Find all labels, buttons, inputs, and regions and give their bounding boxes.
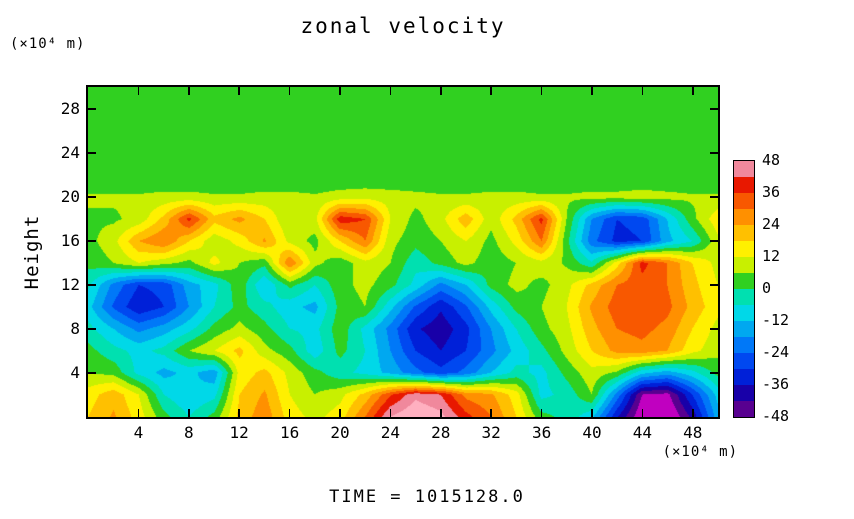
x-tick-label: 36	[531, 423, 552, 442]
chart-title: zonal velocity	[300, 14, 506, 38]
colorbar-swatch	[734, 305, 754, 321]
x-tick-label: 40	[582, 423, 602, 442]
x-tick-mark-top	[188, 87, 190, 95]
y-tick-mark	[88, 152, 96, 154]
x-tick-mark-top	[389, 87, 392, 95]
y-tick-mark-right	[710, 284, 718, 286]
x-tick-mark	[490, 409, 492, 417]
y-tick-mark-right	[710, 196, 718, 198]
x-tick-mark	[238, 409, 240, 417]
colorbar-swatch	[734, 209, 754, 225]
colorbar-swatch	[734, 401, 754, 417]
y-tick-mark	[88, 196, 96, 198]
x-tick-label: 48	[683, 423, 703, 442]
colorbar-tick-label: -36	[762, 375, 790, 393]
x-tick-mark-top	[440, 87, 442, 95]
colorbar-swatch	[734, 257, 754, 273]
x-tick-mark-top	[591, 87, 593, 95]
colorbar-swatch	[734, 193, 754, 209]
x-tick-label: 16	[279, 423, 300, 442]
x-tick-mark	[440, 409, 442, 417]
colorbar-swatch	[734, 273, 754, 289]
x-tick-mark-top	[238, 87, 240, 95]
y-tick-mark-right	[710, 372, 718, 374]
x-tick-label: 12	[229, 423, 249, 442]
colorbar-tick-label: 24	[762, 215, 781, 233]
time-label: TIME = 1015128.0	[329, 487, 525, 507]
x-tick-label: 4	[133, 423, 144, 442]
y-tick-mark	[88, 372, 96, 374]
x-tick-mark	[188, 409, 190, 417]
y-tick-mark	[88, 284, 96, 286]
colorbar-tick-label: 0	[762, 279, 772, 297]
y-tick-label: 28	[60, 99, 80, 118]
x-tick-mark	[339, 409, 341, 417]
y-tick-mark	[88, 108, 96, 110]
y-tick-label: 24	[60, 143, 80, 162]
x-tick-label: 44	[632, 423, 653, 442]
colorbar	[733, 160, 755, 418]
colorbar-tick-label: 48	[762, 151, 781, 169]
colorbar-swatch	[734, 225, 754, 241]
x-tick-label: 32	[481, 423, 501, 442]
colorbar-tick-label: -48	[762, 407, 790, 425]
x-tick-mark	[288, 409, 291, 417]
x-tick-label: 28	[431, 423, 451, 442]
x-tick-label: 24	[380, 423, 401, 442]
colorbar-tick-label: 12	[762, 247, 781, 265]
colorbar-tick-label: 36	[762, 183, 781, 201]
x-tick-label: 20	[330, 423, 350, 442]
y-tick-mark-right	[710, 328, 718, 330]
colorbar-swatch	[734, 177, 754, 193]
y-tick-mark	[88, 240, 96, 242]
x-tick-mark-top	[288, 87, 291, 95]
x-tick-mark	[692, 409, 694, 417]
y-tick-mark-right	[710, 152, 718, 154]
x-tick-mark-top	[540, 87, 543, 95]
x-tick-mark-top	[339, 87, 341, 95]
colorbar-swatch	[734, 241, 754, 257]
x-tick-mark-top	[137, 87, 140, 95]
y-tick-label: 16	[60, 231, 80, 250]
x-tick-mark-top	[641, 87, 644, 95]
y-tick-label: 8	[70, 319, 80, 338]
y-tick-label: 4	[70, 363, 80, 382]
y-tick-mark	[88, 328, 96, 330]
x-tick-mark-top	[490, 87, 492, 95]
y-tick-label: 12	[60, 275, 80, 294]
colorbar-swatch	[734, 353, 754, 369]
y-tick-mark-right	[710, 240, 718, 242]
colorbar-swatch	[734, 289, 754, 305]
x-tick-mark	[389, 409, 392, 417]
colorbar-swatch	[734, 337, 754, 353]
colorbar-tick-label: -12	[762, 311, 790, 329]
plot-frame	[86, 85, 720, 419]
x-tick-mark-top	[692, 87, 694, 95]
x-tick-mark	[540, 409, 543, 417]
x-tick-mark	[137, 409, 140, 417]
y-tick-label: 20	[60, 187, 80, 206]
x-axis-unit-label: (×10⁴ m)	[662, 444, 738, 460]
colorbar-tick-label: -24	[762, 343, 790, 361]
y-tick-mark-right	[710, 108, 718, 110]
y-axis-unit-label: (×10⁴ m)	[10, 36, 86, 52]
colorbar-swatch	[734, 321, 754, 337]
colorbar-swatch	[734, 161, 754, 177]
x-tick-mark	[641, 409, 644, 417]
colorbar-swatch	[734, 369, 754, 385]
heatmap-canvas	[88, 87, 718, 417]
x-tick-label: 8	[183, 423, 194, 442]
x-tick-mark	[591, 409, 593, 417]
colorbar-swatch	[734, 385, 754, 401]
